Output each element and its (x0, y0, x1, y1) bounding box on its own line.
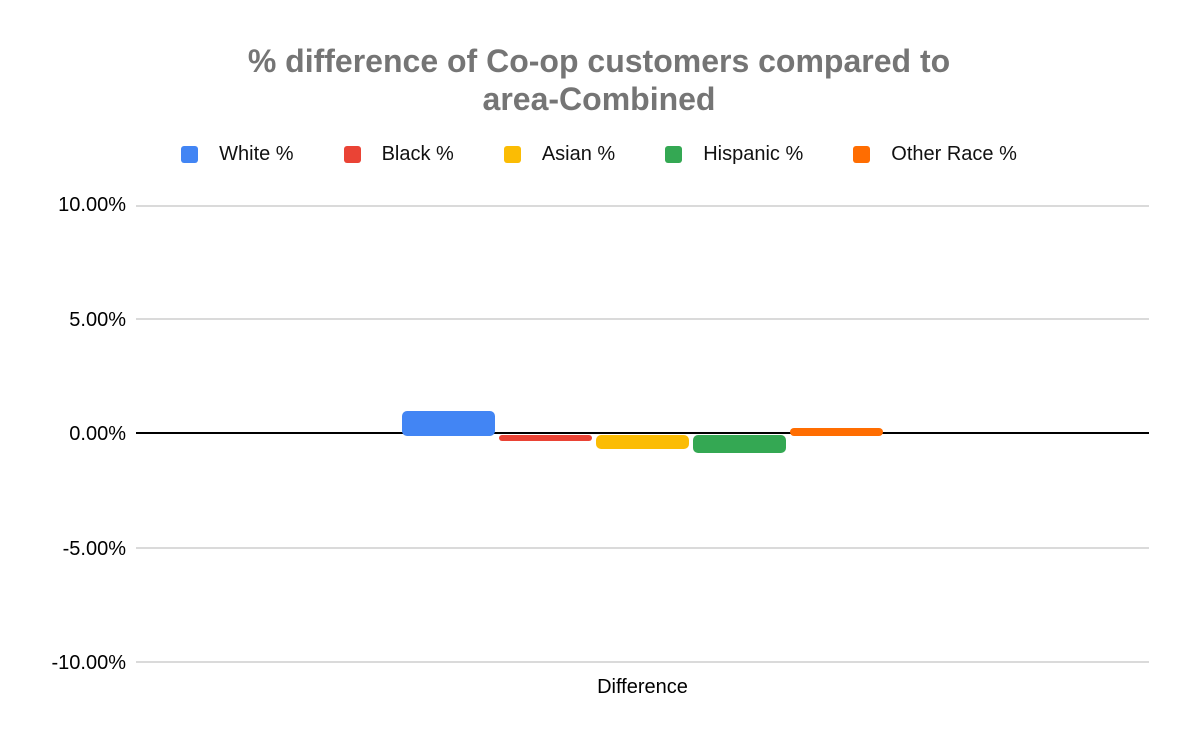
chart-title: % difference of Co-op customers compared… (0, 42, 1198, 118)
plot-area (136, 205, 1149, 663)
legend-label: Asian % (541, 143, 616, 165)
bar-black[interactable] (499, 435, 592, 441)
legend-item-other-race[interactable]: Other Race % (853, 143, 1017, 165)
gridline (136, 661, 1149, 663)
legend-item-hispanic[interactable]: Hispanic % (665, 143, 803, 165)
y-tick-label: 10.00% (58, 194, 126, 216)
legend-label: Other Race % (891, 143, 1017, 165)
bar-white[interactable] (402, 411, 495, 436)
bar-hispanic[interactable] (693, 435, 786, 453)
bar-other-race[interactable] (790, 428, 883, 436)
legend-label: Black % (381, 143, 454, 165)
legend-item-white[interactable]: White % (181, 143, 294, 165)
chart-title-line-1: % difference of Co-op customers compared… (247, 43, 951, 79)
gridline (136, 547, 1149, 549)
gridline (136, 318, 1149, 320)
gridline (136, 205, 1149, 207)
legend-swatch-icon (853, 145, 871, 163)
bar-asian[interactable] (596, 435, 689, 449)
x-axis-title: Difference (597, 676, 688, 698)
chart-title-line-2: area-Combined (482, 81, 716, 117)
zero-baseline (136, 432, 1149, 434)
y-tick-label: 0.00% (69, 423, 126, 445)
legend-swatch-icon (181, 145, 199, 163)
legend-swatch-icon (665, 145, 683, 163)
legend-swatch-icon (343, 145, 361, 163)
legend-item-black[interactable]: Black % (343, 143, 454, 165)
chart-legend: White % Black % Asian % Hispanic % Other Rac… (0, 143, 1198, 165)
y-tick-label: 5.00% (69, 308, 126, 331)
legend-item-asian[interactable]: Asian % (503, 143, 616, 165)
legend-swatch-icon (503, 145, 521, 163)
y-tick-label: -5.00% (62, 537, 126, 560)
legend-label: Hispanic % (703, 143, 804, 165)
legend-label: White % (219, 143, 294, 165)
y-tick-label: -10.00% (51, 652, 127, 674)
